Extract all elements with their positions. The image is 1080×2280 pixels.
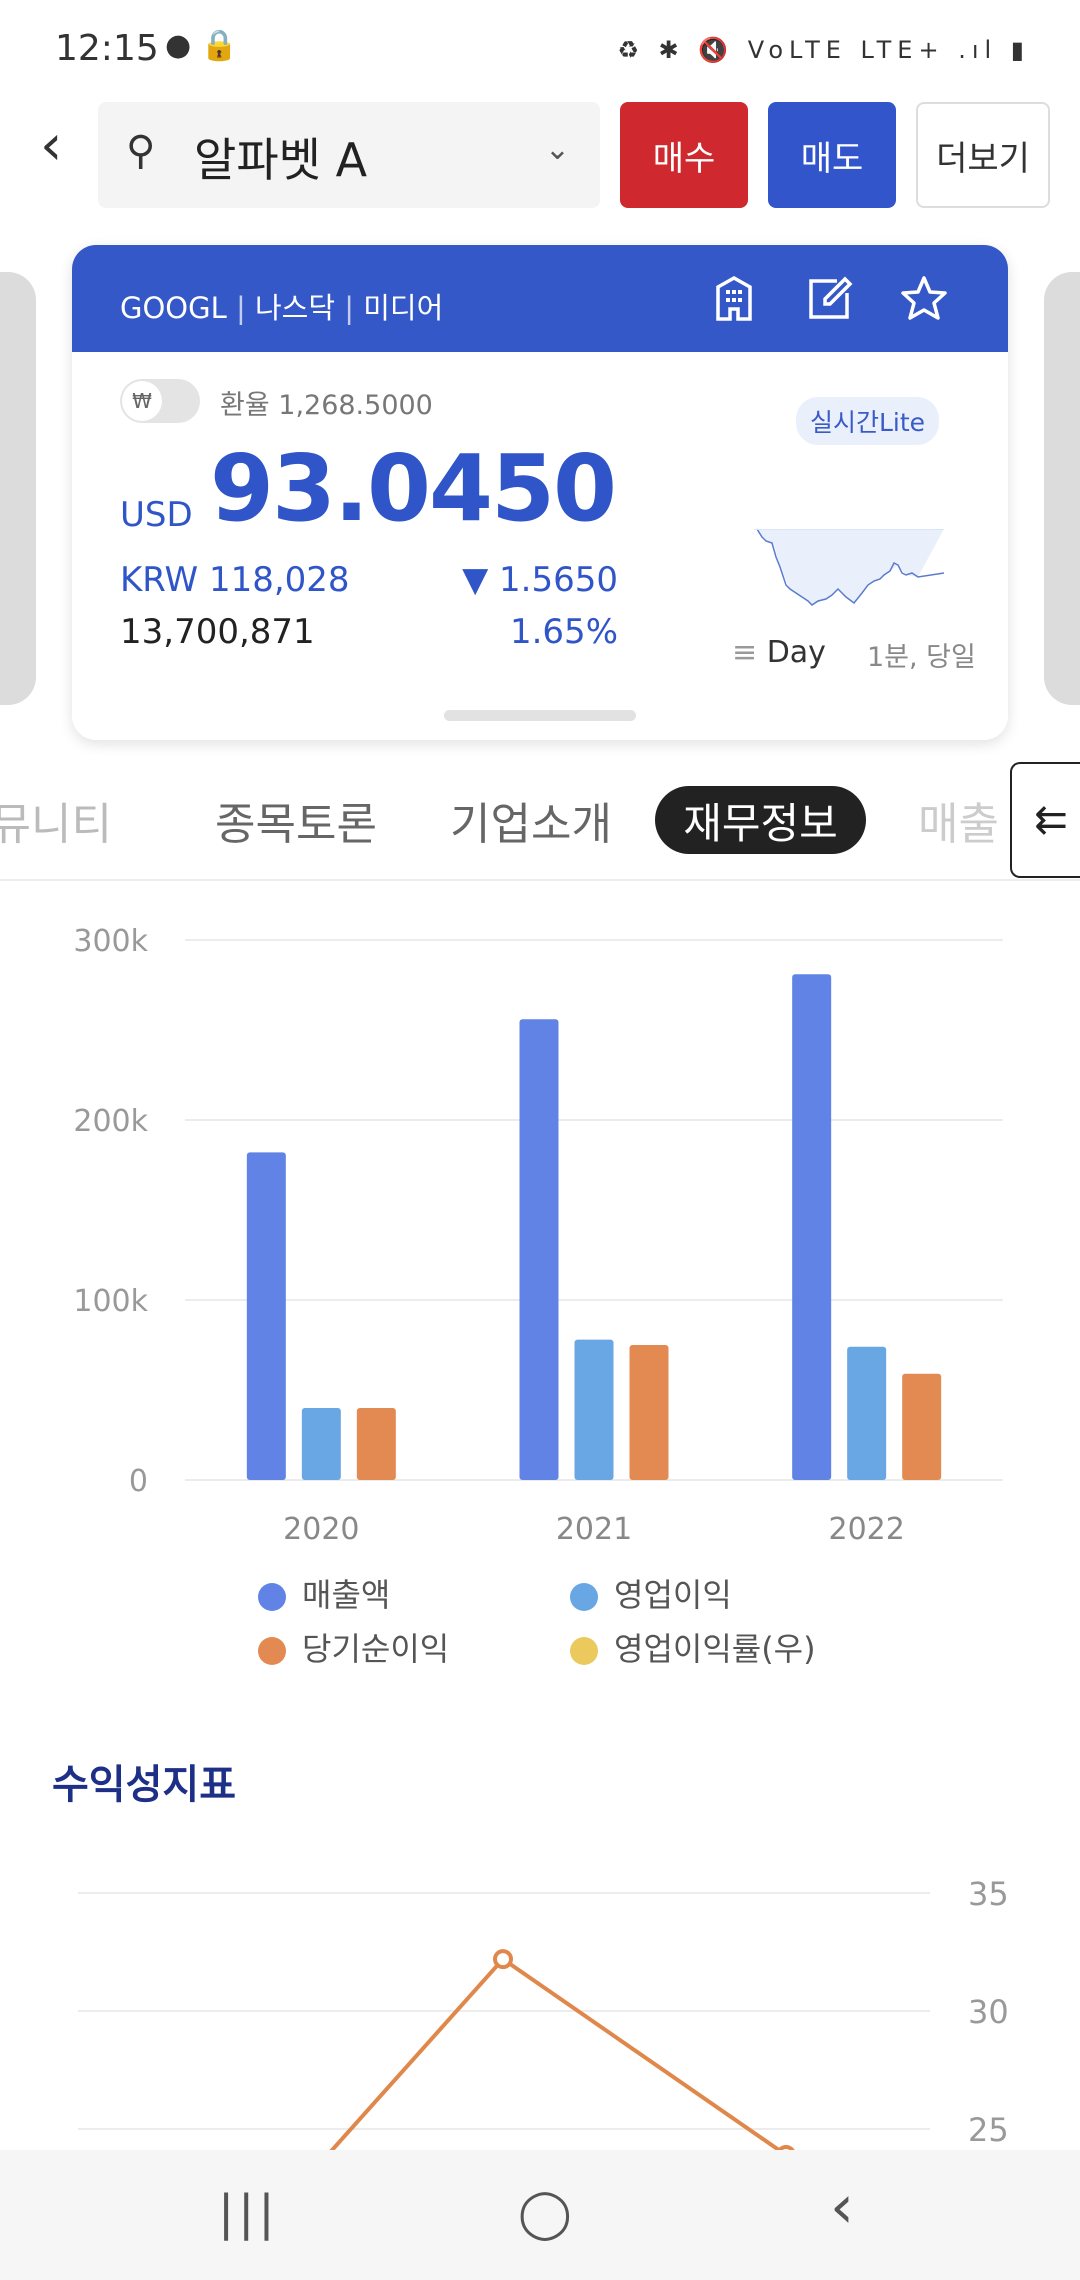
prev-card-peek[interactable] xyxy=(0,272,36,705)
bar-영업이익 xyxy=(574,1339,614,1480)
tab-financials[interactable]: 재무정보 xyxy=(655,786,866,854)
home-icon[interactable]: ◯ xyxy=(518,2185,572,2241)
y-tick-label: 35 xyxy=(968,1875,1009,1913)
bar-영업이익 xyxy=(301,1408,341,1480)
card-drag-handle[interactable] xyxy=(444,710,636,721)
bar-영업이익 xyxy=(847,1346,887,1480)
financial-bar-chart: 0 100k 200k 300k 2020 2021 2022 xyxy=(73,924,1003,1547)
search-icon: ⚲ xyxy=(126,128,156,174)
x-tick-label: 2021 xyxy=(556,1512,632,1547)
building-icon[interactable] xyxy=(712,275,756,332)
search-query: 알파벳 A xyxy=(194,133,368,187)
x-tick-label: 2020 xyxy=(283,1512,359,1547)
legend-dot xyxy=(570,1637,598,1665)
collapse-icon: ⇇ xyxy=(1034,797,1068,843)
exchange-rate: 환율 1,268.5000 xyxy=(220,390,433,421)
ticker-info: GOOGL | 나스닥 | 미디어 xyxy=(120,291,444,325)
won-icon: ₩ xyxy=(122,381,162,421)
next-card-peek[interactable] xyxy=(1044,272,1080,705)
sparkline[interactable] xyxy=(754,527,1008,607)
back-icon[interactable]: ‹ xyxy=(40,113,63,178)
sell-button[interactable]: 매도 xyxy=(768,102,896,208)
data-point xyxy=(493,1949,513,1970)
bar-당기순이익 xyxy=(629,1345,669,1480)
profitability-line-chart: 35 30 25 xyxy=(78,1875,1009,2150)
stock-card: GOOGL | 나스닥 | 미디어 ₩ 환율 1,268.5000 실시간Lit… xyxy=(72,245,1008,740)
divider xyxy=(0,879,1080,881)
bar-매출액 xyxy=(519,1019,559,1480)
chart-period[interactable]: 1분, 당일 xyxy=(867,642,976,673)
tab-community[interactable]: 커뮤니티 xyxy=(0,799,112,850)
legend-dot xyxy=(258,1583,286,1611)
legend-dot xyxy=(258,1637,286,1665)
status-time: 12:15 xyxy=(55,28,159,69)
currency-toggle[interactable]: ₩ xyxy=(120,379,200,423)
status-bar: 12:15 ● 🔒 ♻ ✱ 🔇 VoLTE LTE+ .ıl ▮ xyxy=(0,0,1080,100)
y-tick-label: 200k xyxy=(73,1104,148,1139)
legend-dot xyxy=(570,1583,598,1611)
search-box[interactable]: ⚲ 알파벳 A ⌄ xyxy=(98,102,600,208)
tab-menu-button[interactable]: ⇇ xyxy=(1010,762,1080,878)
system-nav-bar: ||| ◯ ‹ xyxy=(0,2150,1080,2280)
more-button[interactable]: 더보기 xyxy=(916,102,1050,208)
y-tick-label: 100k xyxy=(73,1284,148,1319)
data-point xyxy=(777,2144,795,2150)
status-left-icons: ● 🔒 xyxy=(165,28,239,63)
section-title-profitability: 수익성지표 xyxy=(52,1762,236,1808)
legend-item-operating-margin[interactable]: 영업이익률(우) xyxy=(570,1624,816,1670)
y-tick-label: 0 xyxy=(129,1464,148,1499)
change-percent: 1.65% xyxy=(509,612,618,652)
y-tick-label: 300k xyxy=(73,924,148,959)
bar-매출액 xyxy=(792,974,832,1480)
bar-당기순이익 xyxy=(902,1373,942,1480)
realtime-badge[interactable]: 실시간Lite xyxy=(796,397,940,445)
star-icon[interactable] xyxy=(900,275,948,332)
volume: 13,700,871 xyxy=(120,612,315,652)
edit-icon[interactable] xyxy=(807,275,853,332)
market: 나스닥 xyxy=(254,291,336,325)
currency-label: USD xyxy=(120,495,193,535)
recent-apps-icon[interactable]: ||| xyxy=(218,2185,279,2241)
legend-item-net-income[interactable]: 당기순이익 xyxy=(258,1624,449,1670)
bar-당기순이익 xyxy=(356,1408,396,1480)
chevron-down-icon[interactable]: ⌄ xyxy=(544,132,570,167)
menu-icon: ≡ xyxy=(732,635,767,670)
buy-button[interactable]: 매수 xyxy=(620,102,748,208)
back-nav-icon[interactable]: ‹ xyxy=(830,2172,854,2242)
sector: 미디어 xyxy=(363,291,444,325)
status-right-icons: ♻ ✱ 🔇 VoLTE LTE+ .ıl ▮ xyxy=(617,36,1030,64)
tab-sales[interactable]: 매출 xyxy=(918,799,999,850)
tab-company-info[interactable]: 기업소개 xyxy=(450,799,612,850)
current-price: 93.0450 xyxy=(210,435,617,542)
x-tick-label: 2022 xyxy=(828,1512,904,1547)
ticker: GOOGL xyxy=(120,291,227,325)
price-change: ▼ 1.5650 xyxy=(462,560,618,600)
legend-item-operating-income[interactable]: 영업이익 xyxy=(570,1570,732,1616)
tab-discussion[interactable]: 종목토론 xyxy=(215,799,377,850)
card-header: GOOGL | 나스닥 | 미디어 xyxy=(72,245,1008,352)
y-tick-label: 25 xyxy=(968,2111,1009,2149)
krw-price: KRW 118,028 xyxy=(120,560,350,600)
y-tick-label: 30 xyxy=(968,1993,1009,2031)
series-line xyxy=(329,1956,783,2150)
legend-item-revenue[interactable]: 매출액 xyxy=(258,1570,390,1616)
interval-selector[interactable]: ≡ Day xyxy=(732,635,826,670)
bar-매출액 xyxy=(246,1152,286,1480)
